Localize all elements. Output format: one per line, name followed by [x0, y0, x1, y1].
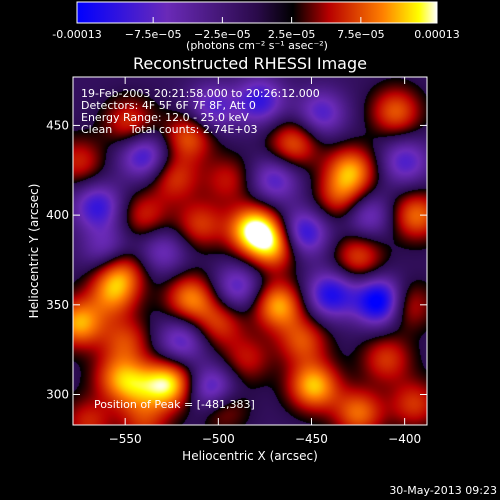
- x-tick-label: −450: [295, 432, 328, 446]
- x-tick-label: −500: [202, 432, 235, 446]
- annotation-time-range: 19-Feb-2003 20:21:58.000 to 20:26:12.000: [81, 87, 320, 100]
- x-tick-label: −550: [109, 432, 142, 446]
- chart-title: Reconstructed RHESSI Image: [133, 54, 367, 73]
- colorbar-ticks: -0.00013 −7.5e−05 −2.5e−05 2.5e−05 7.5e−05 0.…: [52, 17, 460, 41]
- colorbar-tick-label: −2.5e−05: [194, 28, 251, 41]
- colorbar-tick-label: 7.5e−05: [337, 28, 384, 41]
- colorbar-tick-label: −7.5e−05: [125, 28, 182, 41]
- y-tick-label: 400: [46, 208, 69, 222]
- x-axis-label: Heliocentric X (arcsec): [182, 449, 318, 463]
- y-axis-label: Heliocentric Y (arcsec): [27, 184, 41, 319]
- colorbar-tick-label: 0.00013: [414, 28, 460, 41]
- y-tick-label: 450: [46, 118, 69, 132]
- heatmap-image: [73, 77, 427, 425]
- footer-timestamp: 30-May-2013 09:23: [389, 484, 497, 497]
- annotation-energy-range: Energy Range: 12.0 - 25.0 keV: [81, 111, 249, 124]
- y-tick-label: 350: [46, 298, 69, 312]
- colorbar-unit-label: (photons cm⁻² s⁻¹ asec⁻²): [186, 39, 328, 52]
- colorbar: [76, 1, 438, 24]
- peak-position-label: Position of Peak = [-481,383]: [94, 398, 255, 411]
- colorbar-tick-label: -0.00013: [52, 28, 101, 41]
- plot-frame: [72, 76, 428, 426]
- annotation-detectors: Detectors: 4F 5F 6F 7F 8F, Att 0: [81, 99, 256, 112]
- x-tick-label: −400: [388, 432, 421, 446]
- annotation-clean-counts: Clean Total counts: 2.74E+03: [81, 123, 258, 136]
- colorbar-tick-label: 2.5e−05: [268, 28, 315, 41]
- y-tick-label: 300: [46, 388, 69, 402]
- axis-ticks: −550 −500 −450 −400 300 350 400 450: [46, 77, 427, 446]
